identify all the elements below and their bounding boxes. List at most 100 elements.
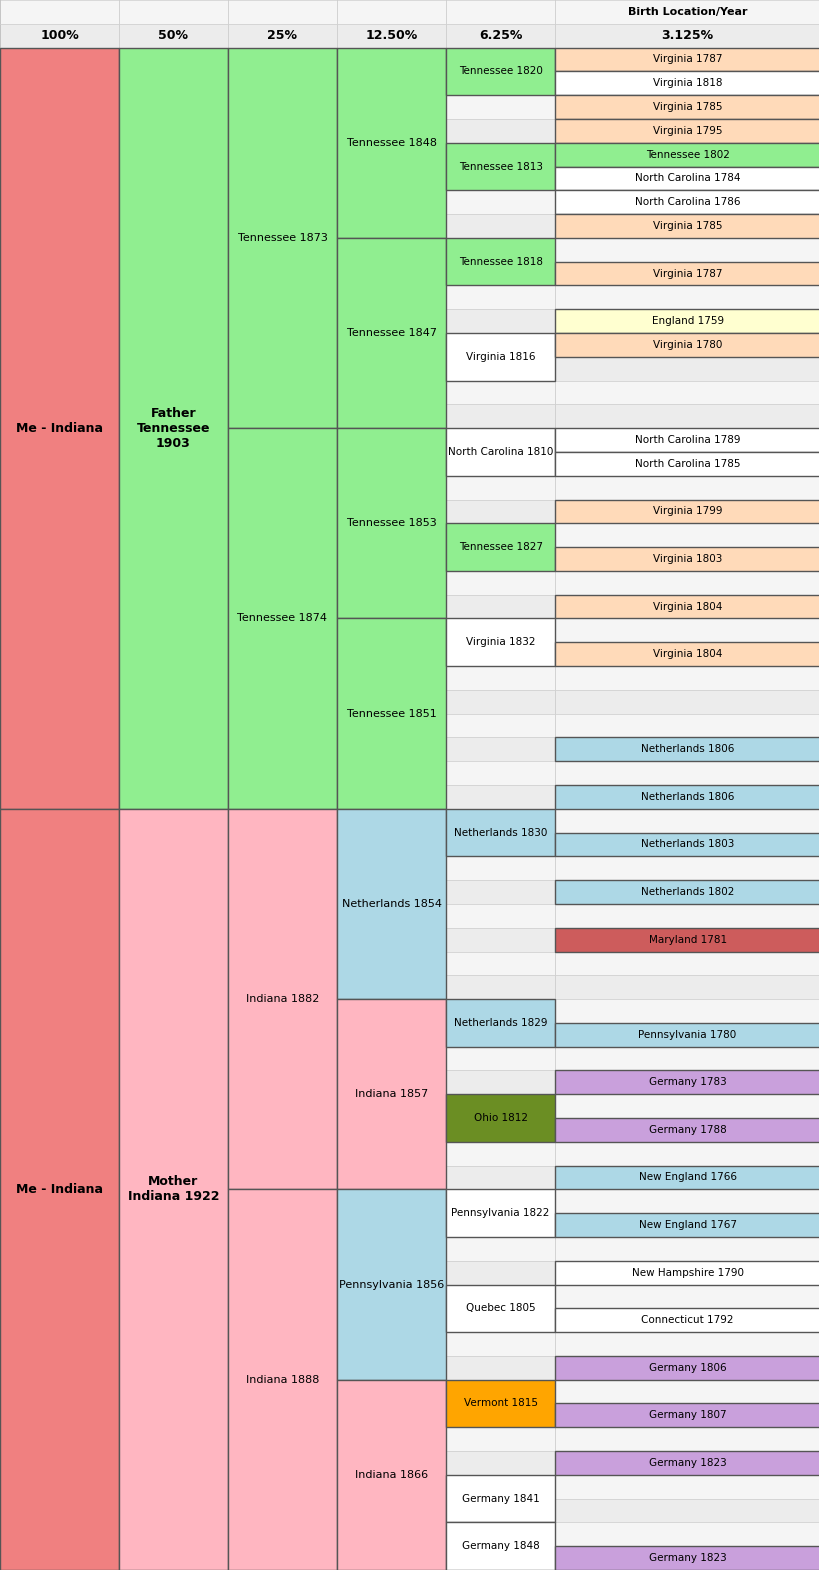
- Bar: [0, 429, 119, 452]
- Bar: [446, 143, 554, 190]
- Bar: [228, 999, 337, 1024]
- Bar: [446, 286, 554, 309]
- Text: Tennessee 1848: Tennessee 1848: [346, 138, 436, 148]
- Text: Mother
Indiana 1922: Mother Indiana 1922: [128, 1176, 219, 1203]
- Bar: [337, 239, 446, 429]
- Bar: [337, 738, 446, 761]
- Bar: [0, 714, 119, 738]
- Bar: [0, 1404, 119, 1427]
- Bar: [228, 143, 337, 166]
- Bar: [337, 689, 446, 714]
- Bar: [446, 951, 554, 975]
- Bar: [554, 1047, 819, 1071]
- Bar: [337, 761, 446, 785]
- Bar: [446, 1499, 554, 1523]
- Bar: [0, 452, 119, 476]
- Bar: [554, 832, 819, 856]
- Bar: [0, 1499, 119, 1523]
- Bar: [0, 595, 119, 619]
- Bar: [0, 619, 119, 642]
- Bar: [446, 1427, 554, 1451]
- Bar: [446, 1546, 554, 1570]
- Bar: [228, 832, 337, 856]
- Bar: [228, 1380, 337, 1404]
- Bar: [446, 975, 554, 999]
- Bar: [119, 714, 228, 738]
- Bar: [554, 96, 819, 119]
- Bar: [228, 1356, 337, 1380]
- Text: Virginia 1785: Virginia 1785: [652, 221, 722, 231]
- Bar: [337, 309, 446, 333]
- Bar: [554, 1214, 819, 1237]
- Bar: [0, 1546, 119, 1570]
- Bar: [446, 619, 554, 642]
- Bar: [446, 1047, 554, 1071]
- Bar: [337, 571, 446, 595]
- Bar: [228, 689, 337, 714]
- Bar: [446, 239, 554, 262]
- Bar: [446, 761, 554, 785]
- Bar: [554, 1024, 819, 1047]
- Bar: [554, 499, 819, 523]
- Bar: [119, 1118, 228, 1141]
- Bar: [446, 119, 554, 143]
- Bar: [228, 1071, 337, 1094]
- Bar: [554, 452, 819, 476]
- Bar: [337, 975, 446, 999]
- Bar: [337, 1190, 446, 1380]
- Text: Germany 1823: Germany 1823: [648, 1459, 726, 1468]
- Text: Germany 1806: Germany 1806: [648, 1363, 726, 1372]
- Bar: [554, 642, 819, 666]
- Bar: [337, 666, 446, 689]
- Bar: [119, 1380, 228, 1404]
- Bar: [0, 1237, 119, 1261]
- Bar: [337, 476, 446, 499]
- Bar: [228, 333, 337, 356]
- Text: Virginia 1787: Virginia 1787: [652, 268, 722, 278]
- Bar: [0, 405, 119, 429]
- Bar: [228, 1331, 337, 1356]
- Bar: [119, 523, 228, 546]
- Bar: [0, 856, 119, 881]
- Bar: [554, 286, 819, 309]
- Bar: [554, 47, 819, 71]
- Bar: [228, 405, 337, 429]
- Bar: [119, 1024, 228, 1047]
- Bar: [228, 429, 337, 452]
- Text: Tennessee 1802: Tennessee 1802: [645, 149, 729, 160]
- Bar: [337, 714, 446, 738]
- Bar: [337, 1308, 446, 1331]
- Bar: [0, 1331, 119, 1356]
- Bar: [446, 166, 554, 190]
- Bar: [554, 785, 819, 809]
- Bar: [119, 904, 228, 928]
- Bar: [119, 0, 228, 24]
- Bar: [446, 309, 554, 333]
- Bar: [337, 262, 446, 286]
- Bar: [446, 47, 554, 71]
- Bar: [446, 1380, 554, 1427]
- Bar: [554, 96, 819, 119]
- Text: 12.50%: 12.50%: [365, 30, 417, 42]
- Bar: [554, 119, 819, 143]
- Bar: [554, 47, 819, 71]
- Bar: [337, 1546, 446, 1570]
- Bar: [337, 47, 446, 239]
- Bar: [228, 309, 337, 333]
- Bar: [228, 1165, 337, 1190]
- Bar: [119, 881, 228, 904]
- Bar: [119, 1427, 228, 1451]
- Bar: [554, 143, 819, 166]
- Text: North Carolina 1789: North Carolina 1789: [634, 435, 740, 444]
- Bar: [446, 96, 554, 119]
- Bar: [0, 1523, 119, 1546]
- Bar: [337, 356, 446, 380]
- Bar: [0, 71, 119, 96]
- Bar: [554, 380, 819, 405]
- Bar: [554, 1404, 819, 1427]
- Bar: [0, 166, 119, 190]
- Text: Pennsylvania 1780: Pennsylvania 1780: [638, 1030, 735, 1039]
- Bar: [446, 595, 554, 619]
- Bar: [0, 1261, 119, 1284]
- Bar: [0, 1141, 119, 1165]
